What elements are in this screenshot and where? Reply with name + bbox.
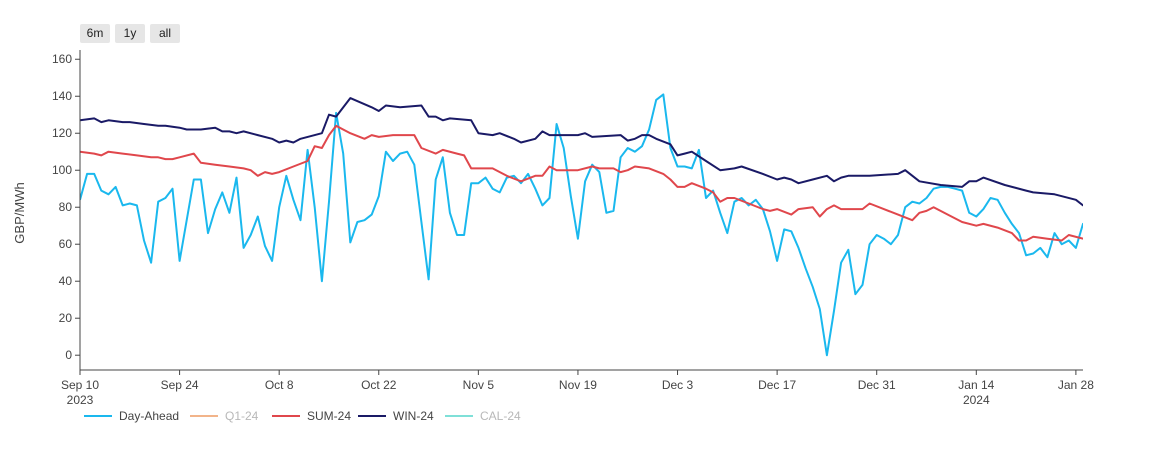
legend-item-q1-24[interactable]: Q1-24: [190, 409, 259, 423]
y-tick-label: 120: [52, 126, 72, 140]
legend-label: WIN-24: [393, 409, 434, 423]
legend-label: CAL-24: [480, 409, 521, 423]
legend-item-win-24[interactable]: WIN-24: [358, 409, 434, 423]
x-tick-year-label: 2024: [963, 393, 990, 407]
series-line-day-ahead: [80, 93, 1083, 357]
x-tick-label: Dec 31: [858, 378, 896, 392]
x-tick-label: Nov 19: [559, 378, 597, 392]
x-tick-label: Sep 10: [61, 378, 99, 392]
legend-item-day-ahead[interactable]: Day-Ahead: [84, 409, 179, 423]
range-button-all[interactable]: all: [150, 24, 180, 43]
y-axis-title: GBP/MWh: [12, 182, 27, 243]
legend-label: Q1-24: [225, 409, 259, 423]
x-tick-label: Dec 17: [758, 378, 796, 392]
y-tick-label: 140: [52, 89, 72, 103]
y-tick-label: 40: [59, 274, 73, 288]
x-tick-label: Jan 14: [958, 378, 994, 392]
y-tick-label: 20: [59, 311, 73, 325]
plot-area: [80, 93, 1083, 357]
x-tick-label: Oct 22: [361, 378, 397, 392]
legend-label: Day-Ahead: [119, 409, 179, 423]
range-button-6m[interactable]: 6m: [80, 24, 110, 43]
x-tick-label: Nov 5: [463, 378, 495, 392]
x-tick-label: Dec 3: [662, 378, 694, 392]
y-tick-label: 160: [52, 52, 72, 66]
y-tick-label: 60: [59, 237, 73, 251]
legend: Day-Ahead Q1-24 SUM-24 WIN-24 CAL-24: [84, 409, 521, 423]
series-line-sum-24: [80, 124, 1083, 242]
legend-label: SUM-24: [307, 409, 351, 423]
y-tick-label: 100: [52, 163, 72, 177]
x-tick-year-label: 2023: [67, 393, 94, 407]
series-line-win-24: [80, 97, 1083, 207]
x-tick-label: Oct 8: [265, 378, 294, 392]
x-tick-label: Jan 28: [1058, 378, 1094, 392]
legend-item-cal-24[interactable]: CAL-24: [445, 409, 521, 423]
x-tick-label: Sep 24: [161, 378, 199, 392]
y-tick-label: 0: [65, 348, 72, 362]
legend-item-sum-24[interactable]: SUM-24: [272, 409, 351, 423]
range-button-1y[interactable]: 1y: [115, 24, 145, 43]
y-tick-label: 80: [59, 200, 73, 214]
